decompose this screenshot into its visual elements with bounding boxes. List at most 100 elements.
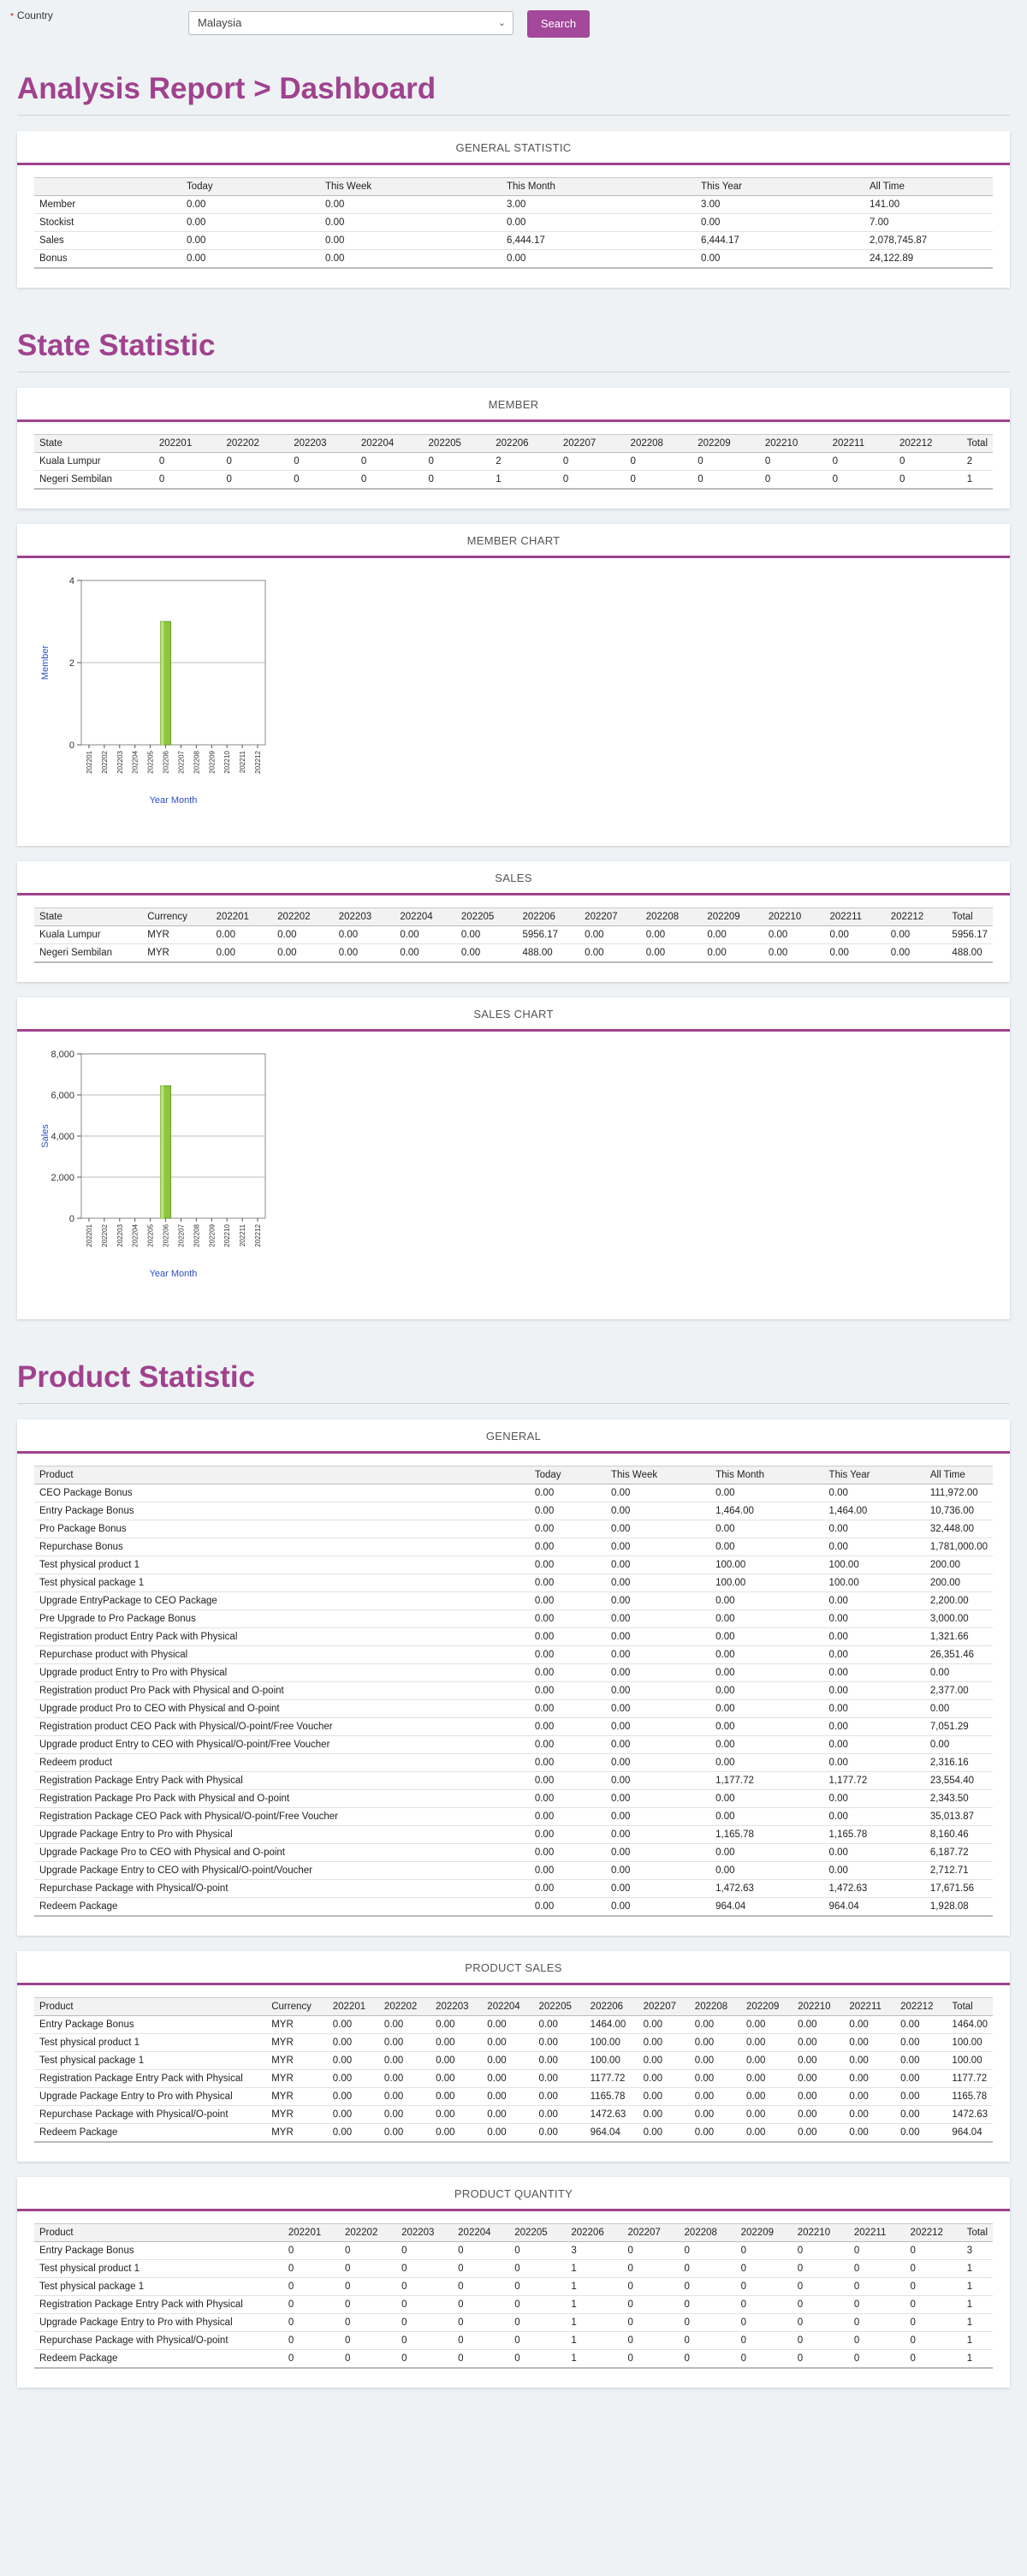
- table-cell: 0.00: [638, 2123, 690, 2143]
- table-cell: 0.00: [895, 2069, 947, 2088]
- product-general-panel: GENERAL Product Today This Week This Month T…: [17, 1419, 1010, 1936]
- table-cell: 0.00: [606, 1807, 711, 1826]
- table-row: Registration Package Entry Pack with Phy…: [34, 1771, 993, 1790]
- table-cell: 3.00: [696, 195, 864, 214]
- table-row: Pro Package Bonus 0.00 0.00 0.00 0.00 32,448.…: [34, 1520, 993, 1538]
- table-cell: 0.00: [823, 1609, 925, 1628]
- table-cell: 0.00: [823, 1717, 925, 1736]
- x-tick-label: 202209: [208, 750, 216, 773]
- table-cell: 488.00: [947, 943, 993, 963]
- table-cell: 0.00: [533, 2051, 585, 2070]
- table-header-row: State 202201 202202 202203 202204 202205 20220…: [34, 434, 993, 453]
- y-tick-label: 4,000: [50, 1132, 74, 1142]
- table-cell: 7,051.29: [924, 1717, 993, 1736]
- table-cell: 0: [905, 2349, 962, 2369]
- table-cell: 1: [961, 2259, 993, 2278]
- table-cell: 0.00: [529, 1879, 607, 1898]
- table-row: Negeri Sembilan 0 0 0 0 0 1 0 0 0 0 0 0 1: [34, 470, 993, 490]
- table-cell: 0: [759, 470, 828, 490]
- table-cell: 0: [396, 2259, 454, 2278]
- table-cell: 0: [509, 2349, 567, 2369]
- table-cell: Test physical product 1: [34, 2033, 267, 2052]
- column-header: 202202: [221, 434, 289, 453]
- table-cell: 1,165.78: [710, 1825, 824, 1844]
- column-header: 202211: [827, 434, 894, 453]
- search-button[interactable]: Search: [527, 10, 590, 38]
- table-cell: 0: [282, 2241, 340, 2260]
- product-quantity-panel: PRODUCT QUANTITY Product 202201 202202 2022…: [17, 2177, 1010, 2388]
- x-tick-label: 202211: [239, 750, 246, 773]
- table-cell: 0: [282, 2277, 340, 2296]
- column-header: 202201: [327, 1997, 379, 2016]
- column-header: 202207: [557, 434, 626, 453]
- x-tick-label: 202206: [163, 750, 170, 773]
- column-header: All Time: [864, 177, 993, 196]
- country-select[interactable]: Malaysia ⌄: [188, 11, 514, 35]
- table-cell: 3.00: [502, 195, 696, 214]
- x-tick-label: 202212: [254, 1223, 262, 1246]
- table-cell: 0: [396, 2349, 454, 2369]
- table-cell: 0.00: [606, 1897, 711, 1917]
- column-header: 202208: [689, 1997, 741, 2016]
- table-cell: 964.04: [710, 1897, 824, 1917]
- table-cell: Upgrade Package Pro to CEO with Physical…: [34, 1843, 530, 1862]
- column-header: Currency: [142, 907, 211, 926]
- table-cell: 0.00: [740, 2051, 793, 2070]
- table-cell: Negeri Sembilan: [34, 470, 154, 490]
- member-chart-panel: MEMBER CHART 0 2 4 202201 202202 202203 202204…: [17, 524, 1010, 846]
- table-cell: Registration product Pro Pack with Physi…: [34, 1681, 530, 1700]
- x-tick-label: 202204: [132, 750, 140, 773]
- column-header: 202202: [378, 1997, 431, 2016]
- table-cell: 100.00: [585, 2051, 638, 2070]
- table-cell: 0.00: [529, 1556, 607, 1574]
- table-cell: 0.00: [378, 2105, 431, 2124]
- table-cell: 0.00: [529, 1825, 607, 1844]
- table-cell: 0.00: [710, 1807, 824, 1826]
- table-row: Registration product Entry Pack with Phy…: [34, 1627, 993, 1646]
- table-cell: 0: [509, 2259, 567, 2278]
- table-cell: 0.00: [529, 1538, 607, 1556]
- table-cell: 0.00: [430, 2087, 483, 2106]
- table-cell: 0.00: [689, 2087, 741, 2106]
- table-cell: 0.00: [482, 2051, 534, 2070]
- general-statistic-panel: GENERAL STATISTIC Today This Week This Mon…: [17, 131, 1010, 288]
- table-row: CEO Package Bonus 0.00 0.00 0.00 0.00 111,972…: [34, 1484, 993, 1502]
- table-cell: 0.00: [844, 2033, 896, 2052]
- column-header: 202211: [844, 1997, 896, 2016]
- table-cell: MYR: [266, 2123, 328, 2143]
- table-cell: 0: [282, 2349, 340, 2369]
- table-cell: 0: [848, 2295, 905, 2314]
- table-row: Bonus 0.00 0.00 0.00 0.00 24,122.89: [34, 249, 993, 269]
- table-cell: Repurchase Bonus: [34, 1538, 530, 1556]
- column-header: 202204: [355, 434, 424, 453]
- table-cell: 0.00: [395, 925, 456, 944]
- table-cell: 0.00: [710, 1663, 824, 1682]
- table-cell: 0: [692, 452, 760, 471]
- table-cell: 0.00: [181, 249, 320, 269]
- table-cell: Registration Package Pro Pack with Physi…: [34, 1789, 530, 1808]
- panel-title: MEMBER CHART: [17, 524, 1010, 558]
- table-cell: 0.00: [606, 1861, 711, 1880]
- table-cell: 0: [792, 2241, 849, 2260]
- table-cell: 0.00: [793, 2015, 845, 2034]
- table-cell: 0.00: [430, 2051, 483, 2070]
- table-cell: 0: [453, 2313, 510, 2332]
- table-cell: 0.00: [606, 1771, 711, 1790]
- table-cell: 0: [339, 2295, 397, 2314]
- table-row: Test physical package 1 MYR 0.00 0.00 0.00 0.…: [34, 2051, 993, 2070]
- table-cell: Upgrade Package Entry to Pro with Physic…: [34, 2087, 267, 2106]
- table-cell: 0.00: [529, 1735, 607, 1754]
- table-cell: 0.00: [529, 1502, 607, 1520]
- table-cell: 0.00: [455, 925, 518, 944]
- table-cell: Member: [34, 195, 181, 214]
- column-header: 202203: [396, 2223, 454, 2242]
- x-tick-label: 202208: [193, 1223, 200, 1246]
- table-cell: 0.00: [895, 2105, 947, 2124]
- table-cell: 1472.63: [947, 2105, 993, 2124]
- table-cell: 0: [509, 2331, 567, 2350]
- table-cell: 0.00: [710, 1538, 824, 1556]
- table-row: Upgrade Package Entry to Pro with Physic…: [34, 1825, 993, 1844]
- filter-bar: * Country Malaysia ⌄ Search: [0, 0, 1027, 43]
- table-cell: 35,013.87: [924, 1807, 993, 1826]
- table-row: Registration Package CEO Pack with Physi…: [34, 1807, 993, 1826]
